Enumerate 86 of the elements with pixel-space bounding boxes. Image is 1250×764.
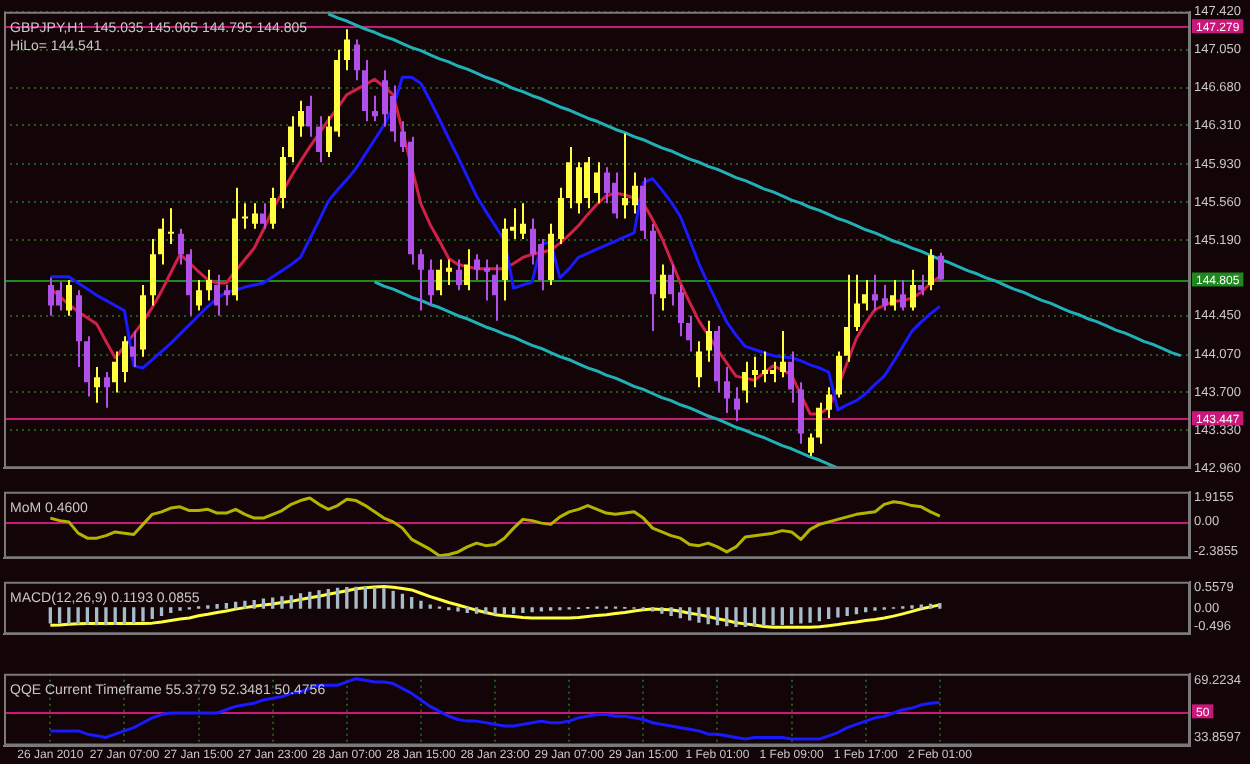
candlestick xyxy=(456,258,462,292)
candlestick xyxy=(362,58,368,123)
candlestick xyxy=(612,171,618,220)
candlestick xyxy=(372,94,378,123)
candlestick xyxy=(280,145,286,210)
candlestick xyxy=(808,432,814,457)
candlestick xyxy=(668,263,674,307)
candlestick xyxy=(538,237,544,292)
candlestick xyxy=(288,115,294,164)
candlestick xyxy=(428,258,434,307)
candlestick xyxy=(890,278,896,312)
candlestick xyxy=(168,207,174,246)
candlestick xyxy=(844,273,850,363)
candlestick xyxy=(252,202,258,230)
candlestick xyxy=(836,350,842,399)
candlestick xyxy=(76,289,82,368)
candlestick xyxy=(798,381,804,445)
candlestick xyxy=(900,278,906,312)
candlestick xyxy=(122,335,128,384)
candlestick xyxy=(872,273,878,312)
candlestick xyxy=(788,350,794,404)
candlestick xyxy=(260,202,266,230)
candlestick xyxy=(196,278,202,312)
candlestick xyxy=(826,386,832,420)
candlestick xyxy=(584,156,590,210)
candlestick xyxy=(186,248,192,317)
candlestick xyxy=(298,99,304,138)
candlestick xyxy=(66,278,72,317)
candlestick xyxy=(382,69,388,128)
candlestick xyxy=(94,365,100,404)
candlestick xyxy=(928,248,934,292)
candlestick xyxy=(158,217,164,266)
candlestick xyxy=(344,28,350,72)
candlestick xyxy=(604,166,610,205)
candlestick xyxy=(938,251,944,282)
candlestick xyxy=(762,350,768,384)
candlestick xyxy=(696,340,702,389)
candlestick xyxy=(742,360,748,404)
candlestick xyxy=(390,84,396,143)
candlestick xyxy=(214,273,220,317)
candlestick xyxy=(632,171,638,215)
candlestick xyxy=(752,355,758,389)
candlestick xyxy=(780,330,786,379)
candlestick xyxy=(104,371,110,409)
candlestick xyxy=(178,227,184,266)
candlestick xyxy=(112,350,118,394)
candlestick xyxy=(910,268,916,312)
candlestick xyxy=(854,273,860,333)
candlestick xyxy=(492,263,498,322)
candlestick xyxy=(224,284,230,307)
candlestick xyxy=(316,115,322,164)
candlestick xyxy=(918,273,924,297)
candlestick xyxy=(558,186,564,246)
candlestick xyxy=(418,248,424,312)
candlestick xyxy=(306,94,312,138)
candlestick xyxy=(150,237,156,307)
candlestick xyxy=(436,258,442,297)
candlestick xyxy=(130,330,136,368)
candlestick xyxy=(706,319,712,363)
candlestick xyxy=(566,145,572,210)
candlestick xyxy=(594,161,600,205)
candlestick xyxy=(724,365,730,414)
candlestick xyxy=(622,132,628,220)
candlestick xyxy=(242,202,248,230)
candlestick xyxy=(484,258,490,302)
candlestick xyxy=(770,360,776,384)
candlestick xyxy=(678,284,684,338)
candlestick xyxy=(862,278,868,312)
candlestick xyxy=(520,202,526,240)
candlestick xyxy=(84,335,90,398)
candlestick xyxy=(576,161,582,215)
candlestick xyxy=(882,284,888,312)
candlestick xyxy=(816,401,822,445)
candlestick xyxy=(354,38,360,82)
candlestick xyxy=(660,263,666,312)
candlestick xyxy=(56,280,62,312)
candlestick xyxy=(640,176,646,240)
candlestick xyxy=(464,248,470,292)
candlestick xyxy=(474,253,480,281)
candlestick xyxy=(206,268,212,302)
candlestick xyxy=(48,276,54,317)
candlestick xyxy=(270,186,276,230)
candlestick xyxy=(446,258,452,287)
candlestick xyxy=(686,314,692,353)
candlestick xyxy=(548,222,554,287)
candlestick xyxy=(734,386,740,423)
